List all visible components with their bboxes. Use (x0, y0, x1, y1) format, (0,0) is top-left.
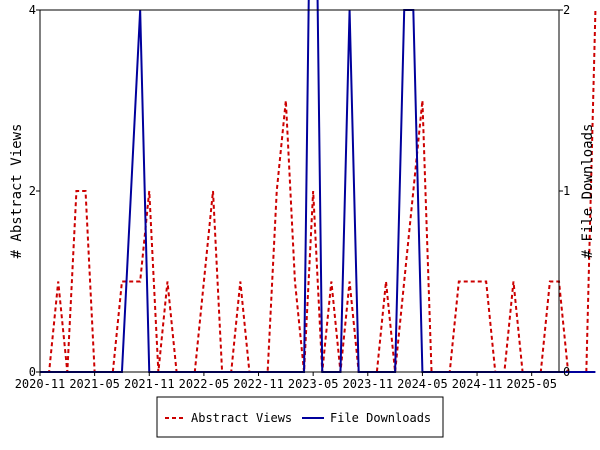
y-left-tick-label: 4 (29, 3, 36, 17)
x-tick-label: 2024-05 (397, 377, 448, 391)
y-right-tick-label: 1 (563, 184, 570, 198)
legend-label-file-downloads: File Downloads (330, 411, 431, 425)
plot-marks (40, 0, 597, 373)
x-tick-label: 2022-11 (233, 377, 284, 391)
y-left-tick-label: 2 (29, 184, 36, 198)
y-axis-right: 0 1 2 (559, 3, 570, 379)
x-tick-label: 2022-05 (179, 377, 230, 391)
x-axis: 2020-11 2021-05 2021-11 2022-05 2022-11 2023-… (15, 372, 557, 391)
y-axis-left-label: # Abstract Views (9, 124, 25, 259)
x-tick-label: 2023-05 (288, 377, 339, 391)
x-tick-label: 2021-05 (69, 377, 120, 391)
legend-box (156, 396, 444, 438)
y-right-tick-label: 0 (563, 365, 570, 379)
y-left-tick-label: 0 (29, 365, 36, 379)
y-axis-right-label: # File Downloads (580, 124, 596, 259)
y-right-tick-label: 2 (563, 3, 570, 17)
x-tick-label: 2023-11 (343, 377, 394, 391)
legend-label-abstract-views: Abstract Views (191, 411, 292, 425)
y-axis-left: 0 2 4 (29, 3, 40, 379)
x-tick-label: 2021-11 (124, 377, 175, 391)
x-tick-label: 2025-05 (506, 377, 557, 391)
x-tick-label: 2024-11 (452, 377, 503, 391)
legend: Abstract Views File Downloads (156, 396, 444, 438)
series-line-file-downloads (40, 0, 596, 373)
x-tick-label: 2020-11 (15, 377, 66, 391)
plot-frame (39, 9, 560, 373)
